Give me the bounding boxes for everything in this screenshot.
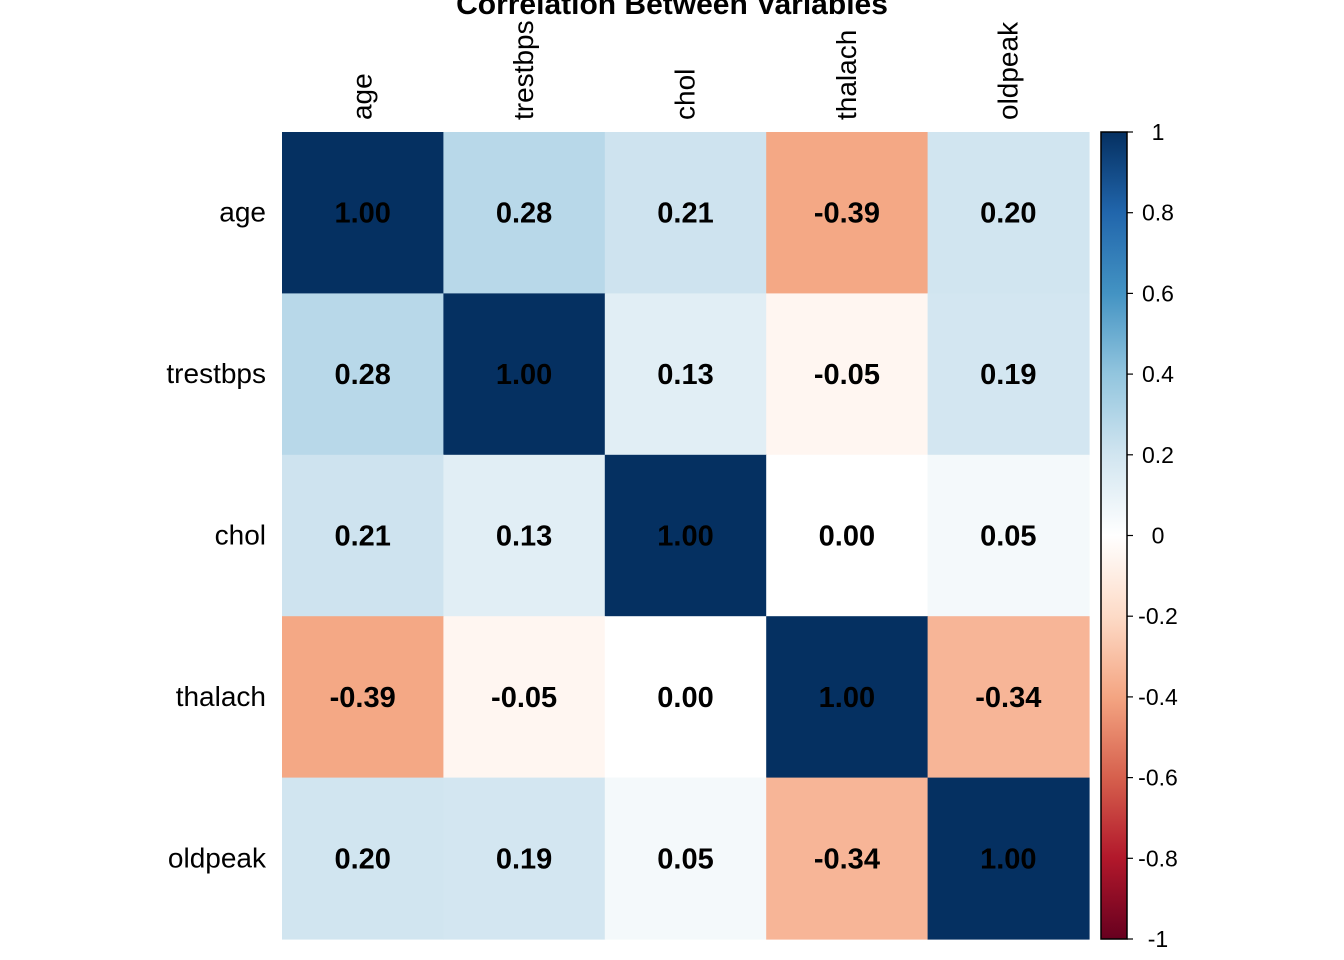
heatmap-cell-chol-age	[282, 454, 444, 617]
heatmap-cell-oldpeak-trestbps	[443, 777, 606, 940]
column-label-oldpeak: oldpeak	[992, 21, 1023, 120]
heatmap-cell-age-oldpeak	[927, 132, 1090, 294]
colorbar-tick-label: -0.6	[1138, 765, 1178, 791]
colorbar-tick-label: 0.2	[1142, 442, 1174, 468]
cell-value-label: 0.19	[980, 359, 1036, 391]
heatmap-cell-trestbps-oldpeak	[927, 293, 1090, 456]
heatmap-cell-trestbps-thalach	[766, 293, 929, 456]
heatmap-cell-age-age	[282, 132, 444, 294]
heatmap-cell-age-thalach	[766, 132, 929, 294]
heatmap-cell-thalach-chol	[604, 616, 767, 779]
cell-value-label: 0.13	[496, 521, 552, 553]
cell-value-label: 0.21	[334, 521, 390, 553]
column-label-thalach: thalach	[831, 30, 862, 120]
cell-value-label: 0.21	[657, 198, 713, 230]
heatmap-cell-oldpeak-age	[282, 777, 444, 940]
cell-value-label: -0.34	[814, 843, 880, 875]
cell-value-label: 0.05	[657, 843, 713, 875]
colorbar-tick-label: 0.6	[1142, 280, 1174, 306]
cell-value-label: 0.28	[496, 198, 552, 230]
cell-value-label: -0.39	[330, 682, 396, 714]
heatmap-cell-chol-thalach	[766, 454, 929, 617]
colorbar-tick-label: -0.2	[1138, 603, 1178, 629]
heatmap-cell-thalach-trestbps	[443, 616, 606, 779]
heatmap-cell-oldpeak-oldpeak	[927, 777, 1090, 940]
cell-value-label: -0.05	[814, 359, 880, 391]
colorbar-tick-label: 0	[1152, 523, 1165, 549]
column-labels: age trestbps chol thalach oldpeak	[347, 20, 1024, 120]
heatmap-cell-thalach-oldpeak	[927, 616, 1090, 779]
cell-value-label: 1.00	[334, 198, 390, 230]
colorbar: 1 0.8 0.6 0.4 0.2 0 -0.2 -0.4 -0.6 -0.8 -1	[1100, 119, 1178, 952]
cell-value-label: 0.00	[819, 521, 875, 553]
colorbar-gradient	[1100, 131, 1128, 940]
row-label-thalach: thalach	[176, 681, 266, 712]
cell-value-label: 0.19	[496, 843, 552, 875]
row-label-trestbps: trestbps	[166, 358, 266, 389]
cell-value-label: 1.00	[657, 521, 713, 553]
heatmap-cell-trestbps-chol	[604, 293, 767, 456]
heatmap-cell-oldpeak-thalach	[766, 777, 929, 940]
column-label-age: age	[347, 73, 378, 120]
heatmap-cell-thalach-thalach	[766, 616, 929, 779]
cell-value-label: -0.39	[814, 198, 880, 230]
cell-value-label: 0.28	[334, 359, 390, 391]
heatmap-cell-thalach-age	[282, 616, 444, 779]
heatmap-cell-age-trestbps	[443, 132, 606, 294]
column-label-chol: chol	[670, 69, 701, 120]
cell-value-label: 1.00	[819, 682, 875, 714]
heatmap-cell-chol-chol	[604, 454, 767, 617]
row-label-oldpeak: oldpeak	[168, 842, 267, 873]
cell-value-label: 0.20	[334, 843, 390, 875]
colorbar-tick-label: -1	[1148, 926, 1168, 952]
cell-value-label: 0.05	[980, 521, 1036, 553]
cell-value-label: 0.20	[980, 198, 1036, 230]
colorbar-tick-label: -0.4	[1138, 684, 1178, 710]
cell-value-label: 0.00	[657, 682, 713, 714]
cell-value-label: -0.05	[491, 682, 557, 714]
colorbar-tick-label: 0.8	[1142, 200, 1174, 226]
cell-value-label: 1.00	[496, 359, 552, 391]
row-label-age: age	[219, 197, 266, 228]
row-labels: age trestbps chol thalach oldpeak	[166, 197, 267, 874]
heatmap-cells	[282, 132, 1090, 940]
chart-title: Correlation Between Variables	[456, 0, 888, 21]
cell-value-label: -0.34	[975, 682, 1041, 714]
heatmap-cell-oldpeak-chol	[604, 777, 767, 940]
colorbar-tick-label: 0.4	[1142, 361, 1174, 387]
heatmap-cell-age-chol	[604, 132, 767, 294]
colorbar-tick-label: -0.8	[1138, 845, 1178, 871]
cell-value-label: 1.00	[980, 843, 1036, 875]
colorbar-tick-label: 1	[1152, 119, 1165, 145]
cell-value-labels: 1.00 0.28 0.21 -0.39 0.20 0.28 1.00 0.13 -0.05 0.…	[330, 198, 1042, 876]
cell-value-label: 0.13	[657, 359, 713, 391]
heatmap-cell-chol-trestbps	[443, 454, 606, 617]
row-label-chol: chol	[215, 520, 266, 551]
heatmap-cell-trestbps-age	[282, 293, 444, 456]
column-label-trestbps: trestbps	[508, 20, 539, 120]
heatmap-cell-chol-oldpeak	[927, 454, 1090, 617]
heatmap-cell-trestbps-trestbps	[443, 293, 606, 456]
